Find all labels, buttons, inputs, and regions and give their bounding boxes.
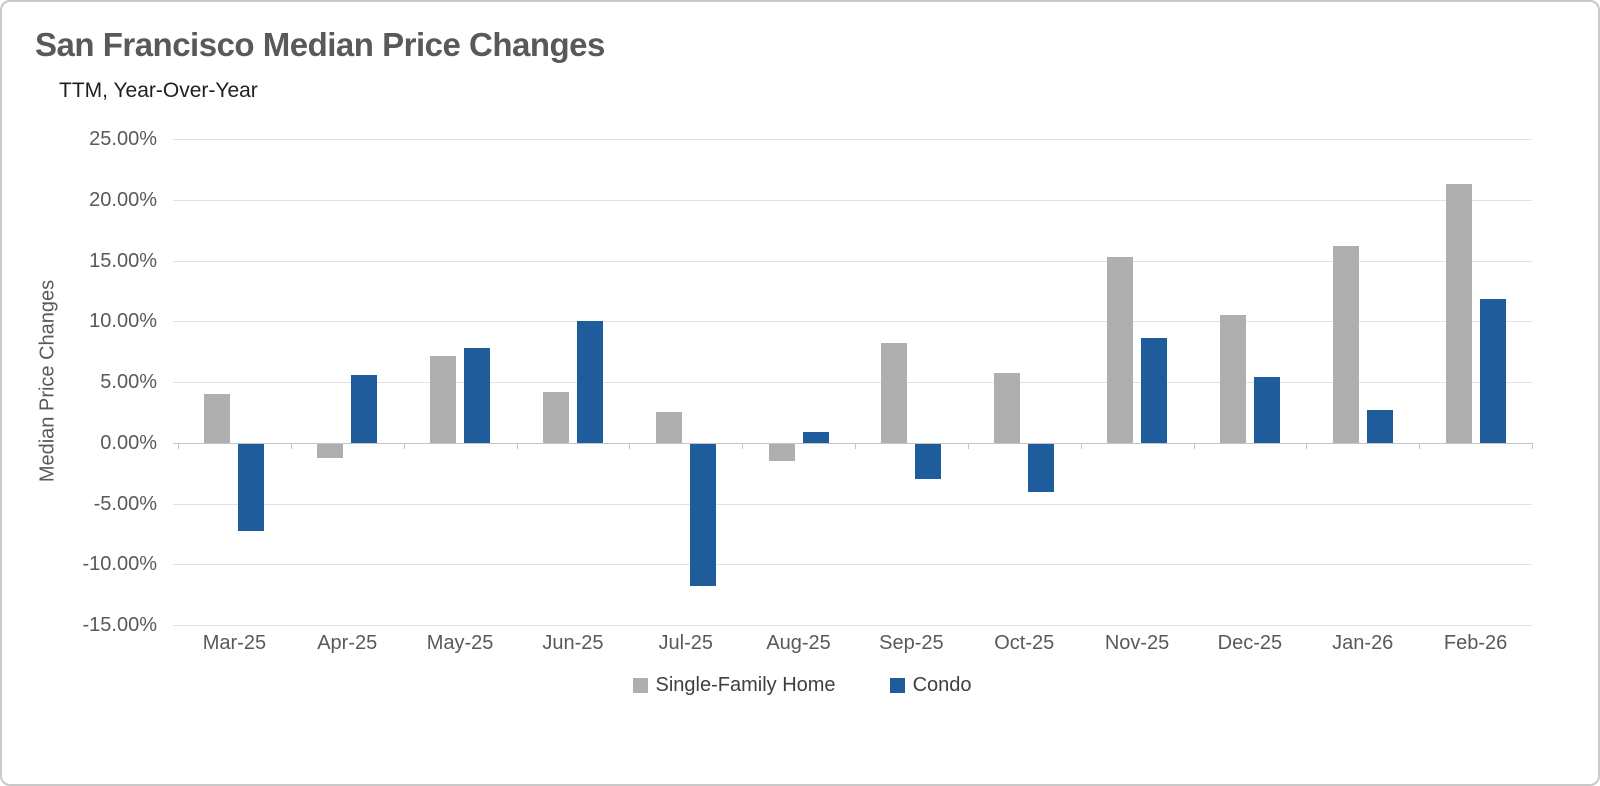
bar-single-family-home-oct-25 bbox=[994, 373, 1021, 443]
x-axis-tick bbox=[967, 442, 969, 449]
bar-condo-jul-25 bbox=[689, 443, 716, 586]
x-axis-tick bbox=[1532, 442, 1533, 449]
gridline bbox=[173, 503, 1532, 505]
bar-single-family-home-apr-25 bbox=[317, 443, 344, 459]
x-axis-tick bbox=[403, 442, 405, 449]
gridline bbox=[173, 260, 1532, 262]
y-tick-label: 10.00% bbox=[89, 310, 157, 333]
gridline bbox=[173, 321, 1532, 323]
x-axis-tick bbox=[855, 442, 856, 449]
y-tick-label: 15.00% bbox=[89, 249, 157, 272]
x-tick-label: Sep-25 bbox=[879, 632, 944, 654]
y-tick-label: -15.00% bbox=[82, 614, 158, 636]
y-tick-label: -10.00% bbox=[82, 553, 158, 576]
bar-single-family-home-jul-25 bbox=[655, 412, 682, 443]
bar-single-family-home-jun-25 bbox=[542, 391, 569, 443]
x-tick-label: Apr-25 bbox=[317, 632, 378, 654]
x-tick-label: Feb-26 bbox=[1443, 632, 1508, 654]
x-tick-label: Nov-25 bbox=[1104, 632, 1170, 654]
bar-condo-feb-26 bbox=[1479, 299, 1506, 443]
x-axis-tick bbox=[742, 442, 744, 449]
bar-condo-sep-25 bbox=[915, 443, 942, 479]
legend-swatch-icon bbox=[632, 678, 648, 693]
x-axis-tick bbox=[1419, 442, 1421, 449]
legend-label: Single-Family Home bbox=[655, 674, 836, 696]
gridline bbox=[173, 382, 1532, 383]
x-axis-tick bbox=[1306, 442, 1308, 449]
x-tick-label: Mar-25 bbox=[202, 632, 267, 654]
x-axis-tick bbox=[1080, 442, 1082, 449]
x-axis-tick bbox=[1193, 442, 1195, 449]
y-tick-label: 0.00% bbox=[100, 431, 157, 454]
bar-condo-oct-25 bbox=[1028, 443, 1055, 493]
gridline bbox=[173, 199, 1532, 201]
y-tick-label: 20.00% bbox=[89, 188, 157, 211]
gridline bbox=[173, 625, 1532, 626]
bar-condo-apr-25 bbox=[351, 374, 378, 443]
chart-title: San Francisco Median Price Changes bbox=[35, 26, 605, 63]
x-tick-label: Dec-25 bbox=[1217, 632, 1283, 654]
legend-label: Condo bbox=[912, 674, 972, 696]
bar-single-family-home-may-25 bbox=[430, 356, 457, 443]
bar-single-family-home-aug-25 bbox=[768, 443, 795, 461]
x-axis-tick-labels: Mar-25 Apr-25 May-25 Jun-25 Jul-25 Aug-25 Sep-… bbox=[178, 632, 1532, 658]
x-tick-label: Jan-26 bbox=[1332, 632, 1394, 654]
bar-condo-may-25 bbox=[464, 347, 491, 443]
legend-item-condo: Condo bbox=[889, 674, 972, 697]
bar-single-family-home-feb-26 bbox=[1445, 183, 1472, 443]
bar-single-family-home-jan-26 bbox=[1332, 245, 1359, 443]
x-tick-label: Jul-25 bbox=[658, 632, 713, 654]
bar-single-family-home-sep-25 bbox=[881, 343, 908, 443]
bar-single-family-home-nov-25 bbox=[1107, 256, 1134, 443]
bar-condo-nov-25 bbox=[1141, 338, 1168, 443]
gridline bbox=[173, 564, 1532, 566]
bar-condo-jun-25 bbox=[576, 321, 603, 443]
x-axis-tick bbox=[516, 442, 518, 449]
legend-swatch-icon bbox=[889, 678, 905, 693]
x-axis-tick bbox=[178, 442, 179, 449]
y-tick-label: -5.00% bbox=[93, 492, 157, 515]
gridline bbox=[173, 139, 1532, 140]
chart-legend: Single-Family Home Condo bbox=[2, 674, 1598, 697]
bar-single-family-home-mar-25 bbox=[204, 394, 231, 443]
bar-condo-jan-26 bbox=[1366, 409, 1393, 443]
x-tick-label: May-25 bbox=[426, 632, 494, 654]
y-axis-tick-labels: 25.00% 20.00% 15.00% 10.00% 5.00% 0.00% -5.00%… bbox=[2, 128, 158, 636]
x-axis-tick bbox=[629, 442, 631, 449]
x-axis-tick bbox=[290, 442, 292, 449]
bar-condo-dec-25 bbox=[1253, 377, 1280, 443]
plot-area bbox=[173, 139, 1533, 626]
x-tick-label: Oct-25 bbox=[994, 632, 1055, 654]
y-tick-label: 25.00% bbox=[89, 128, 157, 150]
x-tick-label: Aug-25 bbox=[766, 632, 831, 654]
y-tick-label: 5.00% bbox=[100, 371, 157, 393]
legend-item-single-family-home: Single-Family Home bbox=[632, 674, 836, 697]
chart-subtitle: TTM, Year-Over-Year bbox=[59, 79, 258, 102]
x-axis-line bbox=[173, 442, 1532, 444]
bar-single-family-home-dec-25 bbox=[1219, 315, 1246, 443]
bar-condo-mar-25 bbox=[238, 443, 265, 532]
bar-condo-aug-25 bbox=[802, 431, 829, 443]
x-tick-label: Jun-25 bbox=[542, 632, 604, 654]
